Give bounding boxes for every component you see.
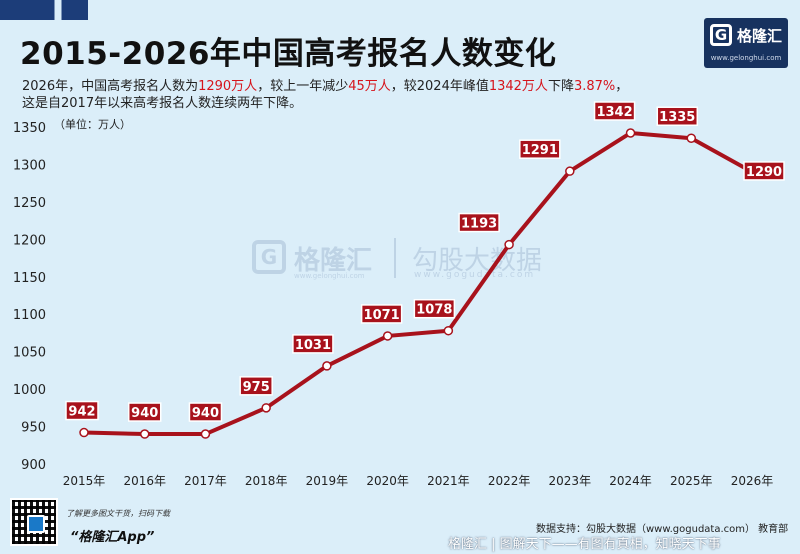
subtitle-text: ， (615, 79, 629, 94)
data-point (200, 429, 211, 439)
data-label-box (743, 161, 785, 181)
logo-url: www.gelonghui.com (710, 54, 782, 62)
data-source: 数据支持：勾股大数据（www.gogudata.com） 教育部 (536, 524, 789, 535)
x-tick-label: 2016年 (123, 474, 166, 488)
y-axis-unit-label: （单位：万人） (54, 118, 131, 131)
logo-name: 格隆汇 (737, 27, 783, 45)
y-tick-label: 950 (21, 421, 46, 436)
x-tick-label: 2022年 (488, 474, 531, 488)
watermark-left-text: 格隆汇 (294, 246, 373, 276)
subtitle-text: ，较上一年减少 (257, 79, 349, 94)
y-tick-label: 900 (21, 458, 46, 473)
x-tick-label: 2023年 (549, 474, 592, 488)
data-label-box (239, 376, 273, 396)
data-label: 1193 (461, 217, 497, 232)
x-tick-label: 2019年 (306, 474, 349, 488)
data-label-box (127, 402, 162, 422)
data-point (139, 429, 150, 439)
page-subtitle: 2026年，中国高考报名人数为1290万人，较上一年减少45万人，较2024年峰… (22, 78, 712, 112)
watermark-right-url: www.gogudata.com (414, 270, 536, 280)
data-point (79, 427, 89, 438)
qr-note: 了解更多图文干货，扫码下载 (66, 509, 170, 518)
brand-logo: G 格隆汇 www.gelonghui.com (704, 18, 788, 68)
x-tick-label: 2017年 (184, 474, 227, 488)
data-label-box (458, 212, 500, 233)
y-tick-label: 1000 (13, 383, 46, 398)
y-tick-label: 1350 (13, 121, 46, 136)
x-tick-label: 2020年 (366, 474, 409, 488)
data-label-box (188, 402, 223, 422)
subtitle-text: ，较2024年峰值 (390, 79, 489, 94)
data-label-box (519, 139, 561, 159)
data-label: 942 (68, 405, 95, 420)
x-tick-label: 2026年 (731, 474, 774, 488)
data-label-box (65, 400, 99, 421)
watermark-logo-icon: G (252, 240, 286, 274)
watermark-right-text: 勾股大数据 (412, 246, 543, 276)
subtitle-text: 下降 (547, 79, 574, 94)
logo-icon: G (710, 24, 732, 46)
data-point (443, 325, 454, 336)
subtitle-highlight: 1342万人 (488, 79, 548, 94)
data-label-box (413, 298, 456, 319)
y-tick-label: 1300 (13, 158, 46, 173)
subtitle-text: 这是自2017年以来高考报名人数连续两年下降。 (22, 96, 303, 111)
data-point (322, 361, 332, 371)
data-label: 1031 (295, 338, 331, 353)
data-label-box (292, 334, 334, 354)
subtitle-highlight: 3.87% (573, 79, 616, 94)
watermark-divider (394, 238, 396, 278)
y-tick-label: 1050 (13, 346, 46, 361)
y-tick-label: 1150 (13, 271, 46, 286)
data-point (382, 331, 393, 341)
x-tick-label: 2025年 (670, 474, 713, 488)
x-tick-label: 2015年 (63, 474, 106, 488)
subtitle-highlight: 45万人 (348, 79, 391, 94)
data-label-box (656, 106, 699, 126)
data-label: 940 (131, 406, 158, 421)
app-name: “格隆汇App” (70, 530, 155, 545)
x-tick-label: 2021年 (427, 474, 470, 488)
corner-decoration (0, 0, 88, 20)
data-point (625, 128, 636, 138)
data-label-box (593, 101, 636, 121)
footer-tagline: 格隆汇 | 图解天下——有图有真相，知晓天下事 (448, 537, 721, 552)
data-label: 940 (192, 406, 219, 421)
qr-center-logo-icon (27, 515, 45, 533)
data-point (504, 239, 514, 250)
subtitle-text: 2026年，中国高考报名人数为 (22, 79, 199, 94)
y-tick-label: 1250 (13, 196, 46, 211)
series-line (82, 130, 754, 437)
data-label: 1071 (364, 308, 400, 323)
watermark: G 格隆汇 www.gelonghui.com 勾股大数据 www.goguda… (252, 236, 582, 284)
data-label-box (360, 304, 403, 324)
y-tick-label: 1100 (13, 308, 46, 323)
data-label: 1290 (746, 165, 782, 180)
page-title: 2015-2026年中国高考报名人数变化 (20, 36, 557, 72)
data-label: 1335 (659, 110, 695, 125)
data-point (565, 166, 575, 176)
data-point (261, 403, 271, 413)
subtitle-highlight: 1290万人 (198, 79, 258, 94)
data-label: 1342 (596, 105, 632, 120)
data-point (686, 133, 697, 143)
qr-code[interactable] (10, 498, 58, 546)
data-label: 1078 (416, 303, 452, 318)
x-tick-label: 2024年 (609, 474, 652, 488)
data-label: 975 (243, 380, 270, 395)
data-label: 1291 (522, 143, 558, 158)
x-tick-label: 2018年 (245, 474, 288, 488)
watermark-left-url: www.gelonghui.com (294, 272, 365, 280)
y-tick-label: 1200 (13, 233, 46, 248)
